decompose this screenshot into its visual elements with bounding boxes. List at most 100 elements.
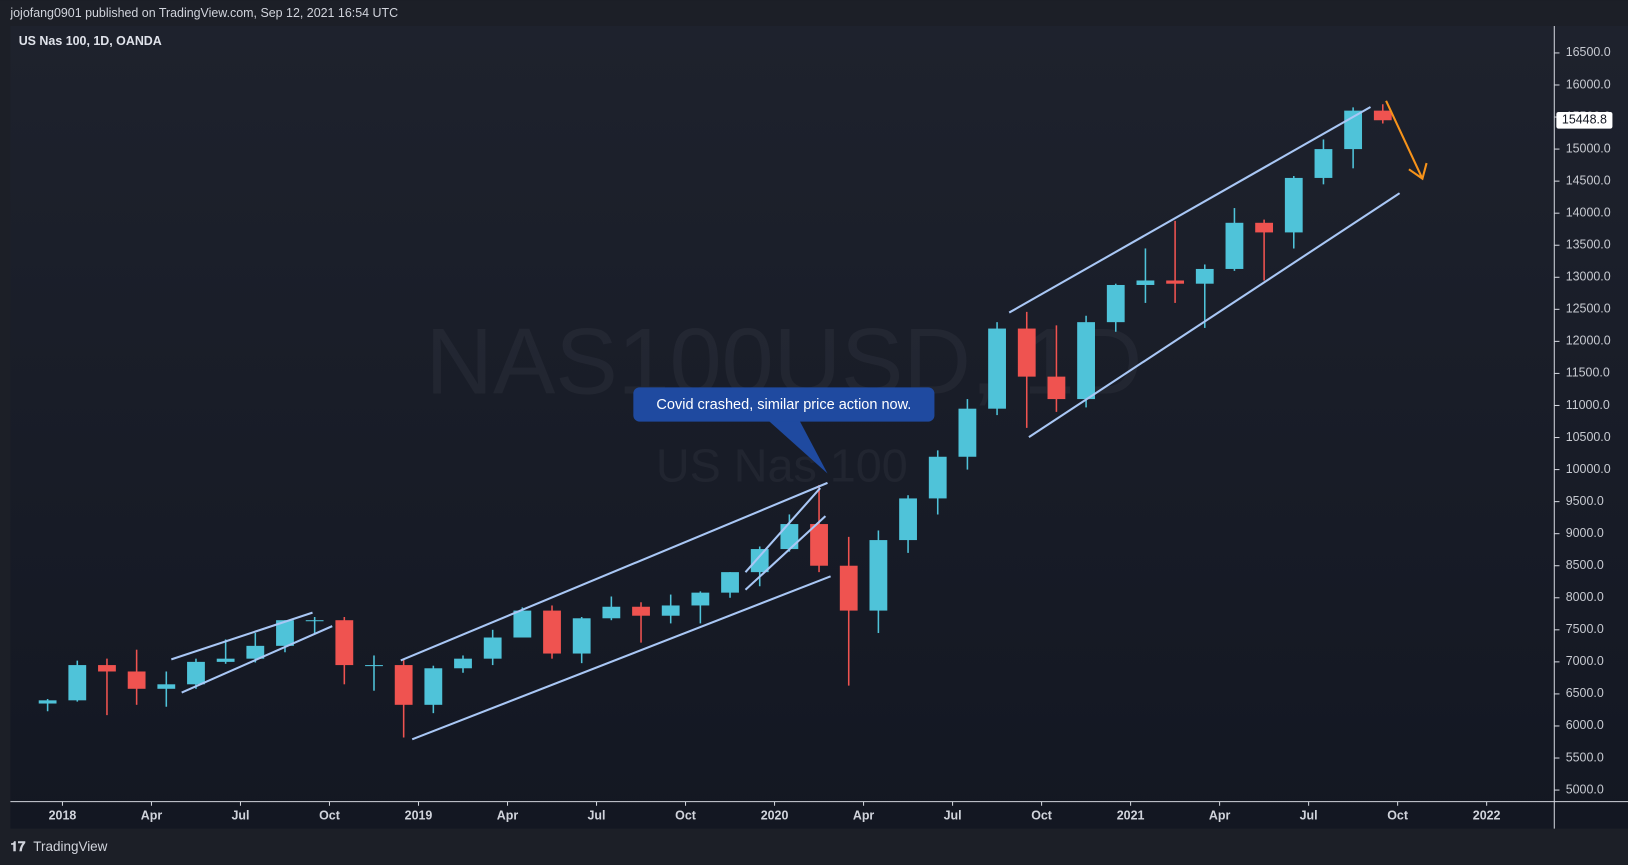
y-tick-label: 16000.0 <box>1566 77 1611 91</box>
x-tick-label: 2018 <box>49 808 77 822</box>
candle-body <box>572 618 591 654</box>
y-tick-label: 5500.0 <box>1566 750 1604 764</box>
candle-body <box>632 606 650 616</box>
candle-body <box>1225 222 1244 269</box>
x-tick-label: Jul <box>231 808 249 822</box>
footer-text: TradingView <box>33 839 107 854</box>
watermark-subtitle: US Nas 100 <box>656 440 908 492</box>
y-tick-label: 7000.0 <box>1566 654 1604 668</box>
candle-body <box>661 605 680 616</box>
candle-body <box>127 671 146 689</box>
candle-body <box>958 408 977 457</box>
x-tick-label: Oct <box>1031 808 1052 822</box>
y-tick-label: 11500.0 <box>1566 366 1610 380</box>
time-axis: 2018 Apr Jul Oct 2019 Apr Jul Oct 2020 Apr Jul Oct 2… <box>49 801 1501 822</box>
candle-body <box>691 592 710 606</box>
x-tick-label: Jul <box>1300 808 1318 822</box>
candle-body <box>1373 110 1392 121</box>
trend-line <box>744 515 827 591</box>
candle-body <box>1255 222 1274 233</box>
candle-body <box>750 549 769 573</box>
candle-body <box>543 610 561 654</box>
trend-line <box>170 611 313 661</box>
candle-body <box>246 645 265 659</box>
price-axis: 5000.0 5500.0 6000.0 6500.0 7000.0 7500.0 8000… <box>1554 45 1613 796</box>
y-tick-label: 8500.0 <box>1566 558 1604 572</box>
y-tick-label: 7500.0 <box>1566 622 1604 636</box>
candle-body <box>216 658 235 662</box>
candle-body <box>721 572 739 593</box>
trend-line <box>744 487 822 573</box>
y-tick-label: 10500.0 <box>1566 430 1611 444</box>
y-tick-label: 5000.0 <box>1566 782 1604 796</box>
annotation: Covid crashed, similar price action now. <box>656 397 911 413</box>
footer: 𝟏𝟕 TradingView <box>10 839 107 854</box>
y-tick-label: 6500.0 <box>1566 686 1604 700</box>
y-tick-label: 16500.0 <box>1566 45 1611 59</box>
x-tick-label: Apr <box>497 808 519 822</box>
candles <box>38 104 1392 738</box>
trend-lines <box>170 106 1401 741</box>
candle-body <box>365 665 383 667</box>
candle-body <box>454 658 472 669</box>
candle-body <box>1106 284 1125 323</box>
trend-line <box>411 575 831 741</box>
y-tick-label: 14000.0 <box>1566 205 1611 219</box>
candle-body <box>1166 280 1184 284</box>
forecast-arrow <box>1385 100 1428 181</box>
candle-body <box>1195 268 1214 284</box>
x-tick-label: Oct <box>319 808 340 822</box>
candle-body <box>68 665 87 701</box>
last-price-label: 15448.8 <box>1562 113 1607 127</box>
candle-body <box>1136 280 1155 285</box>
candle-body <box>394 665 413 705</box>
candle-body <box>1047 376 1066 400</box>
candle-body <box>276 620 294 646</box>
x-tick-label: 2021 <box>1117 808 1145 822</box>
candle-body <box>928 456 947 499</box>
header: jojofang0901 published on TradingView.co… <box>9 6 398 20</box>
candle-body <box>899 498 917 541</box>
candle-body <box>839 565 858 611</box>
y-tick-label: 14500.0 <box>1566 173 1611 187</box>
x-tick-label: Jul <box>588 808 606 822</box>
x-tick-label: 2022 <box>1473 808 1501 822</box>
y-tick-label: 12500.0 <box>1566 302 1611 316</box>
candle-body <box>187 661 205 685</box>
candle-body <box>335 620 354 666</box>
candle-body <box>780 524 799 550</box>
candle-body <box>483 637 502 659</box>
candle-body <box>1017 328 1036 377</box>
candle-body <box>988 328 1006 409</box>
x-tick-label: 2019 <box>405 808 433 822</box>
trend-line <box>1008 106 1372 314</box>
callout: Covid crashed, similar price action now. <box>633 387 935 474</box>
footer-logo: 𝟏𝟕 <box>10 839 25 854</box>
y-tick-label: 12000.0 <box>1566 334 1611 348</box>
trend-line <box>181 625 333 694</box>
x-tick-label: Apr <box>141 808 163 822</box>
candle-body <box>810 524 828 566</box>
chart-title: US Nas 100, 1D, OANDA <box>19 34 162 48</box>
last-price-box <box>1556 112 1613 129</box>
candle-body <box>38 700 57 704</box>
candle-body <box>98 665 116 672</box>
candle-body <box>1314 149 1333 178</box>
candle-body <box>424 668 443 705</box>
y-tick-label: 8000.0 <box>1566 590 1604 604</box>
candle-body <box>1284 177 1303 233</box>
candle-body <box>157 684 176 689</box>
y-tick-label: 15000.0 <box>1566 141 1611 155</box>
y-tick-label: 13000.0 <box>1566 270 1611 284</box>
x-tick-label: Apr <box>1209 808 1231 822</box>
x-tick-label: 2020 <box>761 808 789 822</box>
trend-line <box>400 481 828 662</box>
y-tick-label: 6000.0 <box>1566 718 1604 732</box>
y-tick-label: 9000.0 <box>1566 526 1604 540</box>
plot-background <box>10 26 1628 829</box>
candle-body <box>305 620 324 622</box>
candle-body <box>513 610 532 638</box>
y-tick-label: 13500.0 <box>1566 238 1611 252</box>
